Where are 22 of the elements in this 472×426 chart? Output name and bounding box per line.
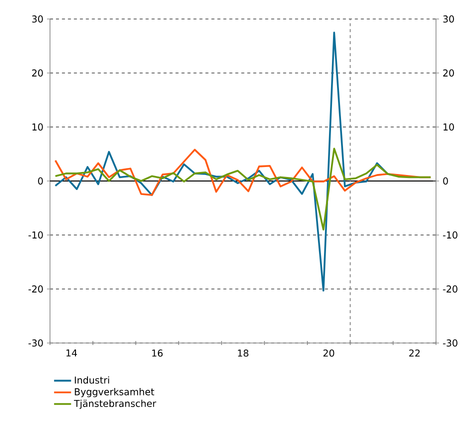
y2-tick-label: 0 bbox=[443, 177, 448, 185]
y-tick-label: -30 bbox=[28, 339, 43, 347]
legend-label: Industri bbox=[74, 376, 110, 384]
x-tick-label: 14 bbox=[66, 350, 77, 356]
y-tick-label: 0 bbox=[38, 177, 43, 185]
y-tick-label: 10 bbox=[32, 123, 43, 131]
y-tick-label: -10 bbox=[28, 231, 43, 239]
y-tick-label: 20 bbox=[32, 69, 43, 77]
y2-tick-label: -20 bbox=[443, 285, 458, 293]
legend-label: Tjänstebranscher bbox=[74, 400, 156, 409]
y2-tick-label: 10 bbox=[444, 123, 454, 131]
x-tick-label: 18 bbox=[238, 350, 248, 357]
y2-tick-label: -30 bbox=[443, 339, 458, 347]
x-tick-label: 16 bbox=[152, 350, 163, 357]
y2-tick-label: 30 bbox=[443, 15, 454, 23]
y2-tick-label: -10 bbox=[443, 231, 458, 239]
y-tick-label: -20 bbox=[28, 285, 43, 293]
legend-label: Byggverksamhet bbox=[74, 388, 154, 398]
x-tick-label: 20 bbox=[323, 350, 334, 357]
x-tick-label: 22 bbox=[409, 350, 420, 357]
y2-tick-label: 20 bbox=[443, 69, 454, 77]
y-tick-label: 30 bbox=[32, 15, 43, 23]
